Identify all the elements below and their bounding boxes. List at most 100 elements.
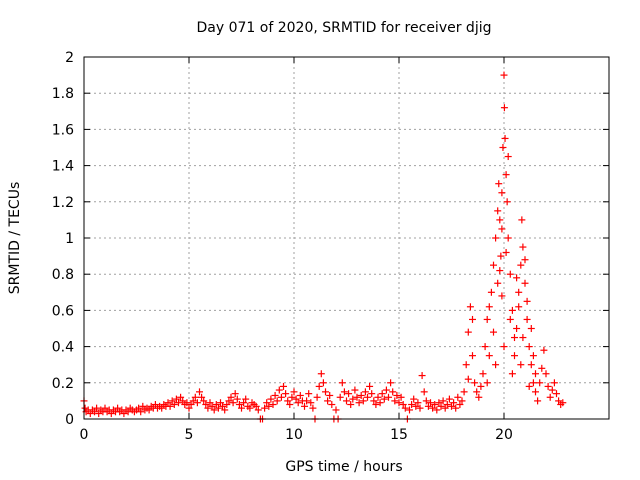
data-point (204, 404, 212, 412)
data-point (353, 393, 361, 401)
data-point (435, 399, 443, 407)
data-point (494, 279, 502, 287)
data-point (282, 390, 290, 398)
data-point (469, 352, 476, 360)
data-point (466, 303, 474, 311)
data-point (351, 386, 359, 394)
data-point (492, 234, 500, 242)
y-tick-label: 1.6 (52, 122, 74, 138)
data-point (101, 404, 109, 412)
y-axis-label: SRMTID / TECUs (7, 182, 23, 295)
data-point (433, 406, 441, 414)
data-point (464, 328, 472, 336)
data-point (483, 315, 491, 323)
data-point (91, 408, 98, 416)
data-point (502, 248, 510, 256)
data-point (355, 399, 363, 407)
data-point (372, 401, 380, 409)
data-point (521, 279, 529, 287)
data-point (120, 410, 128, 418)
data-point (490, 328, 497, 336)
data-points (80, 71, 567, 423)
data-point (469, 315, 476, 323)
data-point (416, 404, 424, 412)
y-tick-label: 0.8 (52, 267, 74, 283)
data-point (508, 306, 516, 314)
data-point (550, 379, 558, 387)
data-point (229, 399, 237, 407)
data-point (431, 401, 439, 409)
data-point (275, 386, 283, 394)
data-point (284, 397, 292, 405)
data-point (280, 382, 287, 390)
data-point (427, 399, 434, 407)
data-point (496, 216, 504, 224)
data-point (399, 401, 407, 409)
data-point (504, 153, 512, 161)
data-point (462, 361, 470, 369)
data-point (326, 391, 334, 399)
data-point (107, 410, 115, 418)
data-point (504, 234, 512, 242)
data-point (485, 352, 493, 360)
data-point (475, 393, 483, 401)
data-point (187, 401, 195, 409)
data-point (208, 402, 216, 410)
x-tick-label: 20 (495, 427, 513, 443)
data-point (532, 370, 539, 378)
data-point (439, 397, 447, 405)
data-point (200, 397, 208, 405)
chart-title: Day 071 of 2020, SRMTID for receiver dji… (197, 20, 492, 36)
data-point (189, 397, 197, 405)
data-point (412, 402, 420, 410)
data-point (366, 382, 374, 390)
data-point (443, 401, 451, 409)
data-point (219, 402, 227, 410)
tick-labels: 0 5 10 15 20 0 0.2 0.4 0.6 0.8 1 1.2 1.4 1.6 1.8 2 (52, 50, 513, 443)
data-point (519, 334, 527, 342)
data-point (497, 252, 505, 260)
data-point (548, 386, 556, 394)
data-point (501, 134, 509, 142)
data-point (424, 402, 432, 410)
data-point (296, 391, 304, 399)
data-point (340, 388, 348, 396)
data-point (515, 288, 523, 296)
data-point (380, 395, 388, 403)
data-point (86, 410, 94, 418)
data-point (495, 180, 503, 188)
data-point (233, 395, 241, 403)
y-tick-label: 1.4 (52, 159, 74, 175)
data-point (513, 325, 521, 332)
data-point (496, 267, 504, 275)
data-point (170, 401, 178, 409)
data-point (261, 404, 269, 412)
data-point (223, 401, 231, 409)
data-point (114, 404, 122, 412)
data-point (546, 393, 554, 401)
data-point (317, 370, 325, 378)
data-point (490, 261, 497, 269)
data-point (391, 397, 399, 405)
data-point (559, 399, 567, 407)
data-point (364, 393, 371, 401)
data-point (477, 382, 485, 390)
data-point (307, 399, 315, 407)
data-point (336, 393, 344, 401)
x-tick-label: 0 (80, 427, 89, 443)
y-tick-label: 1 (65, 231, 74, 247)
data-point (502, 171, 510, 179)
data-point (414, 399, 422, 407)
data-point (389, 388, 397, 396)
data-point (240, 399, 248, 407)
data-point (145, 406, 153, 414)
data-point (517, 361, 525, 369)
axis-ticks (83, 56, 609, 420)
y-tick-label: 0.2 (52, 376, 74, 392)
data-point (499, 144, 507, 151)
data-point (483, 379, 491, 387)
data-point (271, 391, 279, 399)
data-point (387, 379, 395, 387)
data-point (309, 404, 317, 412)
